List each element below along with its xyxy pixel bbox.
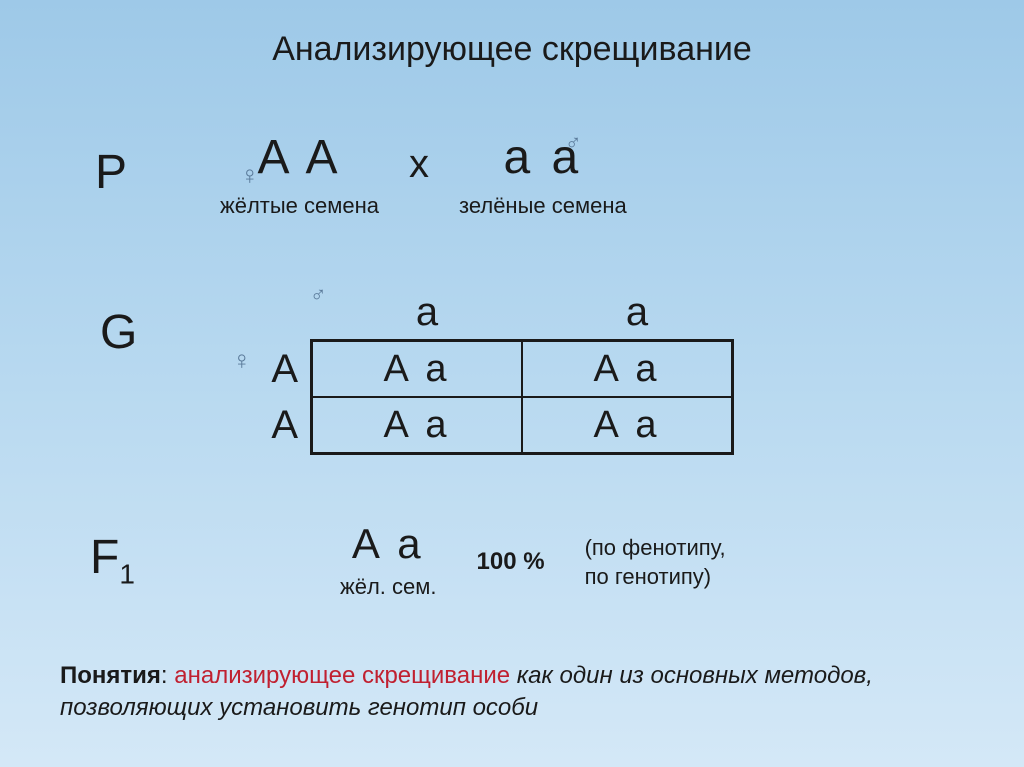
gamete-left-2: A <box>260 397 310 453</box>
page-title: Анализирующее скрещивание <box>0 30 1024 69</box>
male-phenotype: зелёные семена <box>459 193 627 219</box>
punnett-grid: A a A a A a A a <box>310 339 734 455</box>
f1-genotype: A a <box>352 520 425 568</box>
f1-row: A a жёл. сем. 100 % (по фенотипу, по ген… <box>340 520 726 600</box>
footer-text: Понятия: анализирующее скрещивание как о… <box>60 660 964 725</box>
row-label-f1: F1 <box>90 530 135 591</box>
parent-female: A A жёлтые семена <box>220 130 379 219</box>
gamete-section: a a A A A a A a A a A a <box>260 290 742 455</box>
f1-note: (по фенотипу, по генотипу) <box>585 534 726 591</box>
f1-phenotype: жёл. сем. <box>340 574 437 600</box>
f1-letter: F <box>90 531 119 584</box>
male-genotype: a a <box>504 130 583 185</box>
f1-subscript: 1 <box>119 559 135 590</box>
f1-genotype-block: A a жёл. сем. <box>340 520 437 600</box>
punnett-cell: A a <box>312 397 522 453</box>
f1-note-line2: по генотипу) <box>585 564 712 589</box>
punnett-cell: A a <box>522 341 732 397</box>
punnett-cell: A a <box>312 341 522 397</box>
f1-note-line1: (по фенотипу, <box>585 535 726 560</box>
row-label-p: P <box>95 145 127 200</box>
f1-percent: 100 % <box>477 548 545 576</box>
punnett-container: A A A a A a A a A a <box>260 339 742 455</box>
punnett-cell: A a <box>522 397 732 453</box>
row-label-g: G <box>100 305 137 360</box>
female-phenotype: жёлтые семена <box>220 193 379 219</box>
gamete-left-1: A <box>260 341 310 397</box>
footer-label: Понятия <box>60 662 161 689</box>
footer-term: анализирующее скрещивание <box>174 662 510 689</box>
gamete-top-row: a a <box>322 290 742 335</box>
female-genotype: A A <box>257 130 341 185</box>
gamete-left-col: A A <box>260 339 310 455</box>
gamete-top-1: a <box>322 290 532 335</box>
gamete-top-2: a <box>532 290 742 335</box>
cross-symbol: х <box>409 142 429 187</box>
parent-row: A A жёлтые семена х a a зелёные семена <box>220 130 840 219</box>
parent-male: a a зелёные семена <box>459 130 627 219</box>
female-icon: ♀ <box>232 345 252 376</box>
